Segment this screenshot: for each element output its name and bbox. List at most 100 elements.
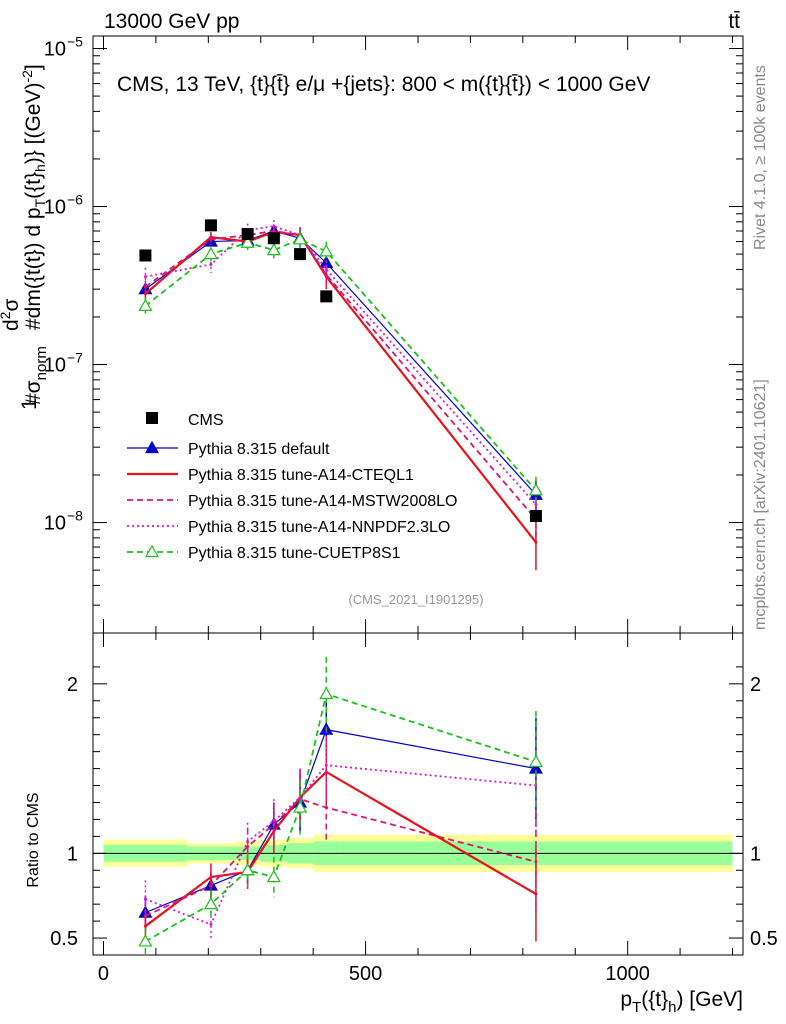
x-tick-label: 500 xyxy=(349,963,382,985)
x-tick-label: 0 xyxy=(98,963,109,985)
plot-title: CMS, 13 TeV, {t}{t̄} e/μ +{jets}: 800 < … xyxy=(117,73,650,96)
ylabel-rest3: )} [(GeV) xyxy=(22,83,45,165)
main-ytick-label: 10 xyxy=(44,355,66,377)
ratio-marker-cuetp8s1 xyxy=(528,754,543,767)
ratio-x-axis: 0 500 1000 xyxy=(98,633,734,985)
ratio-line-cuetp8s1 xyxy=(144,692,537,943)
ratio-line-default xyxy=(145,728,537,914)
ratio-y-axis-label: Ratio to CMS xyxy=(25,792,42,887)
marker-cuetp8s1 xyxy=(203,246,218,260)
ratio-marker-cuetp8s1 xyxy=(138,934,153,947)
marker-cuetp8s1 xyxy=(319,244,334,257)
main-ytick-exp: −6 xyxy=(67,192,83,208)
main-ytick-exp: −7 xyxy=(67,350,83,366)
marker-nnpdf xyxy=(272,224,276,228)
legend-marker-default xyxy=(144,440,160,454)
ylabel-num-block: d2σ xyxy=(0,299,23,331)
main-x-ticks xyxy=(102,36,734,633)
marker-nnpdf xyxy=(324,267,328,271)
x-tick-label: 1000 xyxy=(605,963,650,985)
marker-nnpdf xyxy=(209,262,213,266)
legend-cms-marker xyxy=(146,412,158,424)
main-series-group xyxy=(138,219,543,571)
analysis-id: (CMS_2021_I1901295) xyxy=(348,592,483,607)
marker-mstw xyxy=(209,237,213,241)
series-line-nnpdf xyxy=(145,225,537,506)
ylabel-sub-h: h xyxy=(32,164,48,172)
ratio-ytick-label-right: 2 xyxy=(750,674,761,696)
legend-entries: Pythia 8.315 default Pythia 8.315 tune-A1… xyxy=(127,440,457,562)
legend-label-default: Pythia 8.315 default xyxy=(188,441,330,458)
main-panel-frame xyxy=(92,35,744,634)
ylabel-sigma: σ xyxy=(0,299,23,312)
main-ytick-label: 10 xyxy=(44,39,66,61)
marker-nnpdf xyxy=(534,503,538,507)
ylabel-rest2: ({t} xyxy=(22,172,45,199)
xlabel-mid: ({t} xyxy=(641,988,668,1011)
legend-label-cuetp8s1: Pythia 8.315 tune-CUETP8S1 xyxy=(188,545,401,562)
ratio-ytick-label-left: 1 xyxy=(67,843,78,865)
ratio-series-default xyxy=(138,695,543,930)
ylabel-d-sup: 2 xyxy=(0,311,13,319)
ratio-marker-cuetp8s1 xyxy=(293,800,308,813)
ylabel-rest4: ] xyxy=(22,64,45,70)
ratio-marker-cuetp8s1 xyxy=(203,896,218,910)
marker-cuetp8s1 xyxy=(266,242,281,256)
cms-point xyxy=(241,228,254,241)
cms-point xyxy=(204,219,217,232)
marker-cuetp8s1 xyxy=(138,298,153,312)
ratio-marker-mstw xyxy=(246,845,250,849)
legend-label-mstw: Pythia 8.315 tune-A14-MSTW2008LO xyxy=(188,493,457,510)
ylabel-d: d xyxy=(0,319,23,331)
x-axis-label: pT({t}h) [GeV] xyxy=(620,988,743,1016)
legend-label-nnpdf: Pythia 8.315 tune-A14-NNPDF2.3LO xyxy=(188,519,450,536)
ratio-marker-nnpdf xyxy=(209,922,213,926)
legend: CMS Pythia 8.315 default Pythia 8.315 tun… xyxy=(127,412,457,562)
ratio-ytick-label-left: 2 xyxy=(67,674,78,696)
xlabel-end: ) [GeV] xyxy=(676,988,743,1011)
main-ytick-exp: −5 xyxy=(67,34,83,50)
ratio-marker-nnpdf xyxy=(246,839,250,843)
main-y-axis: 10−810−710−610−5 xyxy=(44,34,743,634)
main-ytick-label: 10 xyxy=(44,197,66,219)
main-ytick-label: 10 xyxy=(44,513,66,535)
xlabel-p: p xyxy=(620,988,632,1011)
ylabel-text: #σnorm xyxy=(22,346,50,405)
ratio-marker-mstw xyxy=(209,884,213,888)
ylabel-frac1: 1 xyxy=(18,398,41,410)
series-cuetp8s1 xyxy=(138,231,543,508)
ylabel-sub-T: T xyxy=(32,198,48,207)
ratio-ytick-label-right: 0.5 xyxy=(750,928,778,950)
main-ytick-exp: −8 xyxy=(67,508,83,524)
ratio-marker-cteql1 xyxy=(143,924,147,928)
ratio-marker-mstw xyxy=(534,860,538,864)
marker-nnpdf xyxy=(143,275,147,279)
ratio-marker-nnpdf xyxy=(298,795,302,799)
xlabel-sub-T: T xyxy=(632,999,641,1016)
mcplots-label: mcplots.cern.ch [arXiv:2401.10621] xyxy=(752,379,769,630)
ylabel-rest: #dm({t(t}) d pT({t}h)} [(GeV)-2] xyxy=(19,64,48,330)
ratio-marker-nnpdf xyxy=(272,819,276,823)
marker-cuetp8s1 xyxy=(240,235,255,248)
legend-marker-cuetp8s1 xyxy=(144,544,160,558)
ratio-marker-mstw xyxy=(324,806,328,810)
cms-point xyxy=(139,249,152,262)
ratio-marker-cuetp8s1 xyxy=(319,686,334,700)
ratio-series-group xyxy=(138,656,543,955)
ylabel-frac1-den: #σ xyxy=(22,380,45,405)
ratio-marker-nnpdf xyxy=(143,897,147,901)
process-label: tt̄ xyxy=(728,10,740,33)
ratio-y-axis: 0.5 0.5 1 1 2 2 xyxy=(50,666,778,950)
energy-label: 13000 GeV pp xyxy=(104,10,239,33)
ylabel-rest1: (t}) d p xyxy=(22,207,45,269)
cms-point xyxy=(267,232,280,245)
ratio-ytick-label-left: 0.5 xyxy=(50,928,78,950)
marker-cuetp8s1 xyxy=(528,483,543,496)
marker-mstw xyxy=(143,285,147,289)
xlabel-sub-h: h xyxy=(668,999,676,1016)
series-cms xyxy=(139,219,542,523)
ratio-marker-cuetp8s1 xyxy=(266,869,281,883)
ratio-panel-frame xyxy=(92,632,744,956)
ratio-marker-nnpdf xyxy=(324,763,328,767)
